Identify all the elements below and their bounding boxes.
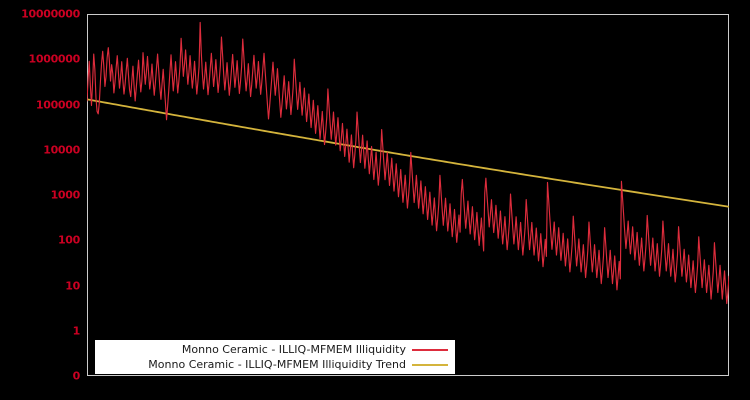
legend-entry-1[interactable]: Monno Ceramic - ILLIQ-MFMEM Illiquidity … xyxy=(100,357,448,372)
y-tick-100000: 100000 xyxy=(35,98,80,111)
y-tick-10000: 10000 xyxy=(43,143,80,157)
y-tick-1: 1 xyxy=(72,324,81,338)
legend-label: Monno Ceramic - ILLIQ-MFMEM Illiquidity xyxy=(181,343,406,356)
legend-entry-0[interactable]: Monno Ceramic - ILLIQ-MFMEM Illiquidity xyxy=(100,342,448,357)
illiquidity-trend-line xyxy=(87,98,729,208)
y-tick-1000: 1000 xyxy=(50,188,81,202)
illiquidity-series-group xyxy=(87,21,729,305)
y-tick-100: 100 xyxy=(57,233,80,247)
legend-color-swatch xyxy=(412,363,448,366)
legend-label: Monno Ceramic - ILLIQ-MFMEM Illiquidity … xyxy=(148,358,406,371)
y-tick-10: 10 xyxy=(65,279,80,292)
illiquidity-line xyxy=(87,21,729,305)
legend-color-swatch xyxy=(412,348,448,351)
y-tick-10000000: 10000000 xyxy=(21,7,80,21)
series-plot xyxy=(87,21,729,305)
y-tick-1000000: 1000000 xyxy=(28,52,81,66)
y-tick-0: 0 xyxy=(72,369,81,383)
plot-area-frame xyxy=(87,14,729,376)
chart-legend: Monno Ceramic - ILLIQ-MFMEM Illiquidity M… xyxy=(95,340,455,374)
y-axis-tick-labels: 10000000 1000000 100000 10000 1000 100 10 1 0 xyxy=(0,0,84,400)
